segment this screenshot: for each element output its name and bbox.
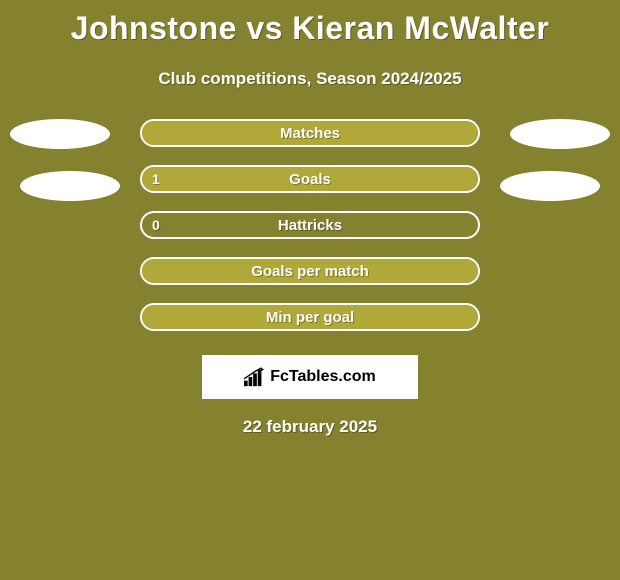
ellipse-left-2 <box>20 171 120 201</box>
bar-label: Hattricks <box>278 217 342 234</box>
stat-bar-min-per-goal: Min per goal <box>140 303 480 331</box>
ellipse-right-1 <box>510 119 610 149</box>
stat-bar-goals-per-match: Goals per match <box>140 257 480 285</box>
stat-bar-goals: 1 Goals <box>140 165 480 193</box>
logo-label: FcTables.com <box>270 368 376 386</box>
bar-value: 0 <box>152 217 160 233</box>
bar-value: 1 <box>152 171 160 187</box>
chart-area: Matches 1 Goals 0 Hattricks Goals per ma… <box>0 119 620 331</box>
bars-container: Matches 1 Goals 0 Hattricks Goals per ma… <box>140 119 480 331</box>
page-title: Johnstone vs Kieran McWalter <box>0 0 620 47</box>
ellipse-right-2 <box>500 171 600 201</box>
bar-label: Goals per match <box>251 263 369 280</box>
bar-label: Matches <box>280 125 340 142</box>
ellipse-left-1 <box>10 119 110 149</box>
bar-label: Goals <box>289 171 331 188</box>
stat-bar-hattricks: 0 Hattricks <box>140 211 480 239</box>
chart-icon <box>244 367 266 387</box>
date-text: 22 february 2025 <box>0 417 620 437</box>
logo-box: FcTables.com <box>202 355 418 399</box>
bar-label: Min per goal <box>266 309 354 326</box>
stat-bar-matches: Matches <box>140 119 480 147</box>
logo: FcTables.com <box>244 367 376 387</box>
subtitle: Club competitions, Season 2024/2025 <box>0 69 620 89</box>
